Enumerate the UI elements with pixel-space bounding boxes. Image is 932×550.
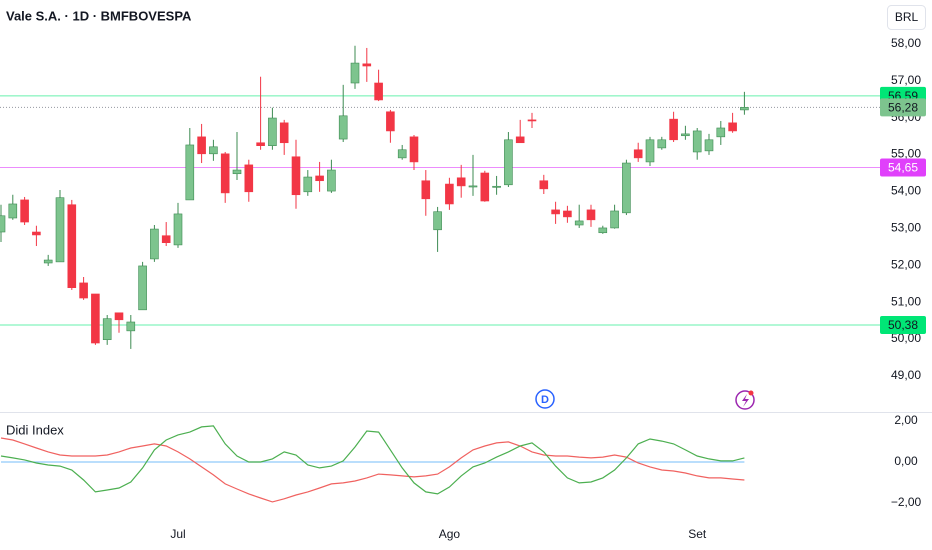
price-label: 50,38 [888, 318, 918, 332]
y-tick-label: 58,00 [891, 36, 921, 50]
currency-label[interactable]: BRL [895, 10, 919, 24]
candle-body [91, 293, 100, 344]
candle-body [645, 139, 655, 163]
candle-body [232, 169, 242, 175]
candle-body [315, 175, 324, 182]
candle-body [740, 107, 749, 111]
candle-body [114, 312, 124, 321]
indicator-title: Didi Index [6, 422, 64, 437]
y-tick-label: 54,00 [891, 184, 921, 198]
candle-body [197, 136, 206, 155]
candle-body [43, 259, 53, 264]
candle-body [386, 111, 395, 132]
event-bolt[interactable] [742, 394, 749, 407]
candle-body [279, 122, 289, 144]
event-dot[interactable] [748, 390, 754, 396]
candle-body [433, 211, 442, 231]
candle-body [291, 156, 301, 196]
y-tick-label: 57,00 [891, 73, 921, 87]
price-label: 54,65 [888, 161, 918, 175]
y-tick-label: 49,00 [891, 368, 921, 382]
candle-body [669, 118, 678, 141]
candle-body [397, 149, 407, 159]
candle-body [728, 122, 737, 132]
x-tick-label: Set [688, 527, 707, 541]
candle-body [362, 63, 372, 67]
candle-body [586, 209, 596, 221]
candle-body [173, 213, 183, 246]
candle-body [445, 183, 454, 205]
event-icon[interactable] [735, 390, 755, 410]
candle-body [563, 210, 572, 218]
candle-body [55, 197, 65, 263]
candle-body [126, 321, 136, 332]
dividend-circle[interactable] [535, 389, 555, 409]
y-tick-label: 51,00 [891, 294, 921, 308]
candle-body [515, 136, 525, 144]
price-label-box [880, 158, 926, 177]
dividend-icon[interactable]: D [535, 389, 555, 409]
y-tick-label: −2,00 [891, 495, 922, 509]
price-label: 56,28 [888, 101, 918, 115]
candle-body [704, 139, 714, 152]
candle-body [67, 204, 77, 288]
candle-body [610, 210, 619, 229]
candle-body [374, 82, 383, 101]
candle-body [716, 127, 726, 138]
candle-body [598, 227, 608, 234]
x-tick-label: Ago [439, 527, 461, 541]
candle-body [32, 231, 41, 236]
x-tick-label: Jul [170, 527, 185, 541]
candle-body [102, 318, 112, 341]
candle-body [209, 146, 218, 155]
price-label-box [880, 315, 926, 334]
price-label-box [880, 98, 926, 117]
candle-body [681, 133, 690, 137]
candle-body [350, 62, 360, 84]
candle-body [8, 203, 18, 219]
y-tick-label: 55,00 [891, 147, 921, 161]
candle-body [480, 172, 490, 202]
candle-body [303, 176, 313, 193]
candle-body [256, 142, 265, 146]
candle-body [551, 209, 560, 215]
candle-body [161, 235, 171, 244]
candle-body [79, 282, 88, 299]
candle-body [456, 177, 466, 187]
candle-body [185, 144, 195, 201]
currency-button[interactable] [887, 5, 926, 30]
candle-body [633, 149, 643, 159]
candle-body [504, 139, 513, 186]
candle-body [220, 153, 230, 194]
candle-body [622, 162, 631, 214]
dividend-letter[interactable]: D [541, 394, 549, 406]
candle-body [468, 185, 478, 188]
candle-body [421, 180, 431, 200]
y-tick-label: 0,00 [894, 454, 918, 468]
candle-body [0, 215, 6, 233]
candle-body [327, 169, 336, 192]
candle-body [539, 180, 549, 190]
y-tick-label: 50,00 [891, 331, 921, 345]
candle-body [574, 220, 584, 226]
candle-body [657, 139, 667, 149]
y-tick-label: 53,00 [891, 220, 921, 234]
candle-body [20, 199, 29, 223]
candle-body [692, 130, 702, 153]
candle-body [244, 164, 254, 193]
y-tick-label: 2,00 [894, 413, 918, 427]
candle-body [492, 185, 501, 188]
candle-body [138, 265, 147, 311]
candle-body [409, 136, 419, 163]
chart-title: Vale S.A. · 1D · BMFBOVESPA [6, 8, 192, 23]
indicator-line [0, 437, 745, 503]
candle-body [527, 119, 537, 122]
y-tick-label: 52,00 [891, 257, 921, 271]
candle-body [338, 115, 348, 140]
indicator-line [0, 425, 745, 495]
candle-body [268, 117, 277, 146]
candle-body [150, 228, 159, 260]
